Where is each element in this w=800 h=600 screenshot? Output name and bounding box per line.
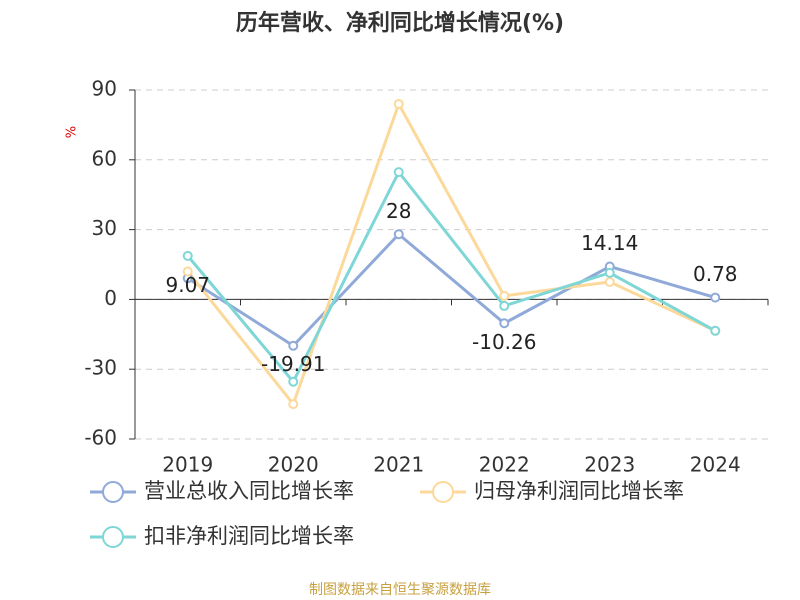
legend-label: 营业总收入同比增长率 [144,479,354,503]
legend-marker [432,481,454,503]
data-point [182,250,193,261]
data-point [393,229,404,240]
data-point [288,340,299,351]
y-tick-label: 90 [92,77,117,101]
data-label: -10.26 [472,330,536,354]
y-axis-label: % [65,126,80,138]
x-tick-label: 2023 [584,453,635,477]
data-point [710,325,721,336]
data-point [393,167,404,178]
series-line [186,100,716,408]
source-note: 制图数据来自恒生聚源数据库 [309,582,491,598]
x-tick-label: 2019 [162,453,213,477]
x-tick-label: 2024 [690,453,741,477]
y-tick-label: -60 [84,426,117,450]
data-point [288,376,299,387]
data-point [499,300,510,311]
x-tick-label: 2021 [373,453,424,477]
data-point [710,292,721,303]
legend-marker [102,526,124,548]
x-tick-label: 2022 [479,453,530,477]
data-point [393,98,404,109]
data-point [604,276,615,287]
data-point [182,266,193,277]
legend-marker [102,481,124,503]
data-point [288,399,299,410]
y-tick-label: 60 [92,146,117,170]
x-tick-label: 2020 [268,453,319,477]
y-tick-label: 0 [104,286,117,310]
data-label: 14.14 [581,231,638,255]
legend-label: 归母净利润同比增长率 [474,479,684,503]
data-label: 28 [386,199,411,223]
chart-title: 历年营收、净利同比增长情况(%) [236,10,564,36]
series-line [186,232,716,348]
y-tick-label: -30 [84,356,117,380]
data-label: 9.07 [165,273,210,297]
y-tick-label: 30 [92,216,117,240]
legend-label: 扣非净利润同比增长率 [144,524,354,548]
data-point [604,267,615,278]
data-point [499,318,510,329]
data-label: -19.91 [261,352,325,376]
data-point [499,290,510,301]
series-line [186,169,716,385]
data-label: 0.78 [693,262,738,286]
